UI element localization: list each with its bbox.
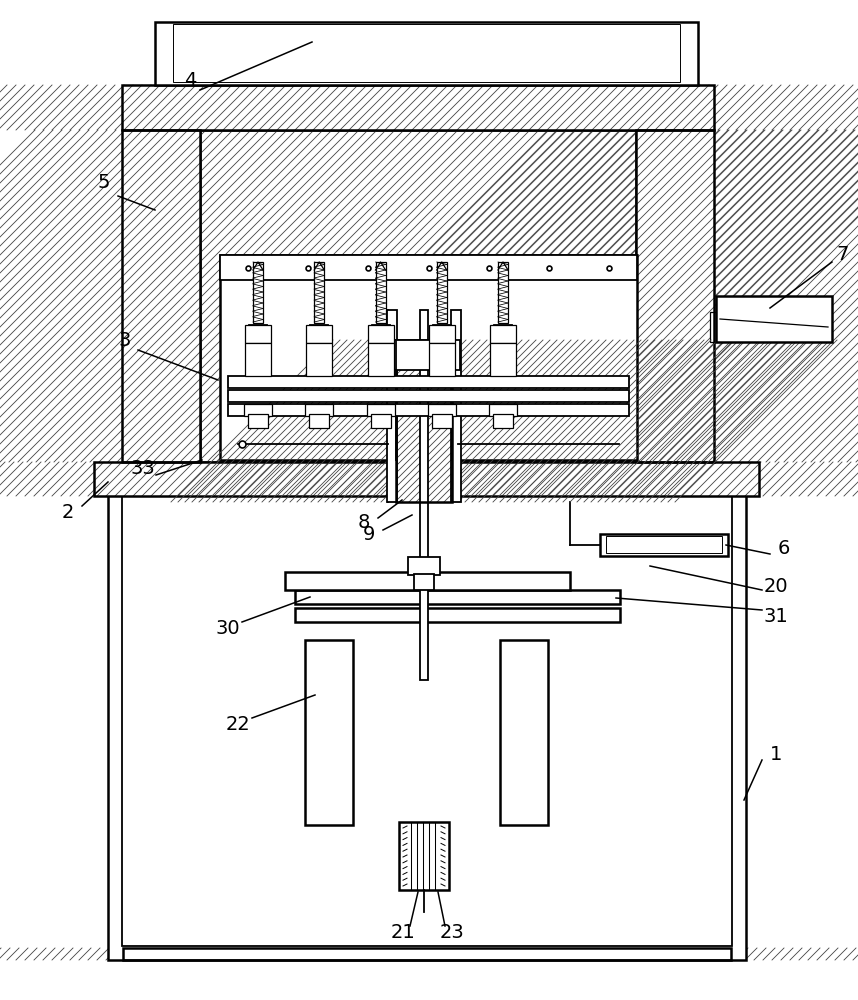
Bar: [498, 262, 508, 323]
Bar: [220, 255, 637, 280]
Text: 31: 31: [764, 606, 789, 626]
Bar: [249, 325, 267, 375]
Bar: [314, 262, 324, 323]
Bar: [388, 340, 460, 370]
Text: 22: 22: [226, 714, 251, 734]
Bar: [122, 85, 714, 130]
Bar: [500, 640, 548, 825]
Bar: [414, 574, 434, 590]
Bar: [248, 414, 268, 428]
Bar: [123, 948, 731, 960]
Text: 30: 30: [215, 618, 240, 638]
Bar: [155, 22, 698, 85]
Bar: [251, 375, 265, 385]
Bar: [490, 325, 516, 343]
Bar: [432, 325, 450, 375]
Bar: [367, 343, 394, 376]
Bar: [122, 85, 714, 130]
Bar: [710, 312, 720, 342]
Bar: [366, 404, 395, 416]
Bar: [122, 130, 200, 462]
Bar: [123, 948, 731, 960]
Text: 5: 5: [98, 174, 110, 192]
Bar: [494, 325, 512, 375]
Bar: [437, 262, 447, 323]
Bar: [94, 462, 759, 496]
Text: 9: 9: [363, 526, 375, 544]
Bar: [94, 462, 759, 496]
Bar: [367, 325, 394, 343]
Bar: [305, 404, 333, 416]
Bar: [496, 375, 510, 385]
Text: 4: 4: [184, 70, 196, 90]
Bar: [371, 414, 390, 428]
Bar: [420, 310, 428, 680]
Bar: [636, 130, 714, 462]
Bar: [228, 404, 629, 416]
Bar: [228, 376, 629, 388]
Bar: [373, 375, 388, 385]
Bar: [122, 492, 732, 946]
Bar: [387, 310, 397, 502]
Bar: [305, 640, 353, 825]
Bar: [399, 822, 449, 890]
Bar: [428, 404, 456, 416]
Bar: [312, 375, 326, 385]
Bar: [396, 340, 452, 502]
Bar: [451, 310, 461, 502]
Bar: [493, 414, 513, 428]
Bar: [606, 536, 722, 553]
Text: 8: 8: [358, 512, 370, 532]
Bar: [432, 414, 452, 428]
Bar: [396, 340, 452, 502]
Bar: [122, 130, 200, 462]
Bar: [200, 130, 636, 462]
Bar: [309, 414, 329, 428]
Bar: [408, 557, 440, 575]
Text: 21: 21: [390, 922, 415, 942]
Bar: [108, 492, 746, 960]
Text: 6: 6: [778, 538, 790, 558]
Bar: [429, 325, 455, 343]
Text: 33: 33: [130, 458, 155, 478]
Bar: [429, 343, 455, 376]
Text: 20: 20: [764, 576, 789, 595]
Text: 23: 23: [439, 922, 464, 942]
Bar: [228, 390, 629, 402]
Bar: [122, 130, 200, 462]
Bar: [253, 262, 263, 323]
Bar: [245, 343, 271, 376]
Bar: [306, 325, 332, 343]
Bar: [372, 325, 390, 375]
Bar: [311, 325, 329, 375]
Text: 2: 2: [62, 502, 74, 522]
Text: 3: 3: [118, 330, 131, 350]
Bar: [295, 608, 620, 622]
Bar: [489, 404, 517, 416]
Text: 7: 7: [837, 245, 849, 264]
Bar: [396, 340, 452, 502]
Bar: [636, 130, 714, 462]
Text: 1: 1: [770, 744, 782, 764]
Bar: [245, 325, 271, 343]
Bar: [123, 948, 731, 960]
Bar: [636, 130, 714, 462]
Bar: [173, 24, 680, 82]
Bar: [306, 343, 332, 376]
Bar: [244, 404, 272, 416]
Bar: [600, 534, 728, 556]
Bar: [716, 296, 832, 342]
Bar: [122, 85, 714, 130]
Bar: [220, 255, 637, 460]
Bar: [295, 590, 620, 604]
Bar: [435, 375, 449, 385]
Bar: [376, 262, 385, 323]
Bar: [285, 572, 570, 590]
Bar: [94, 462, 759, 496]
Bar: [490, 343, 516, 376]
